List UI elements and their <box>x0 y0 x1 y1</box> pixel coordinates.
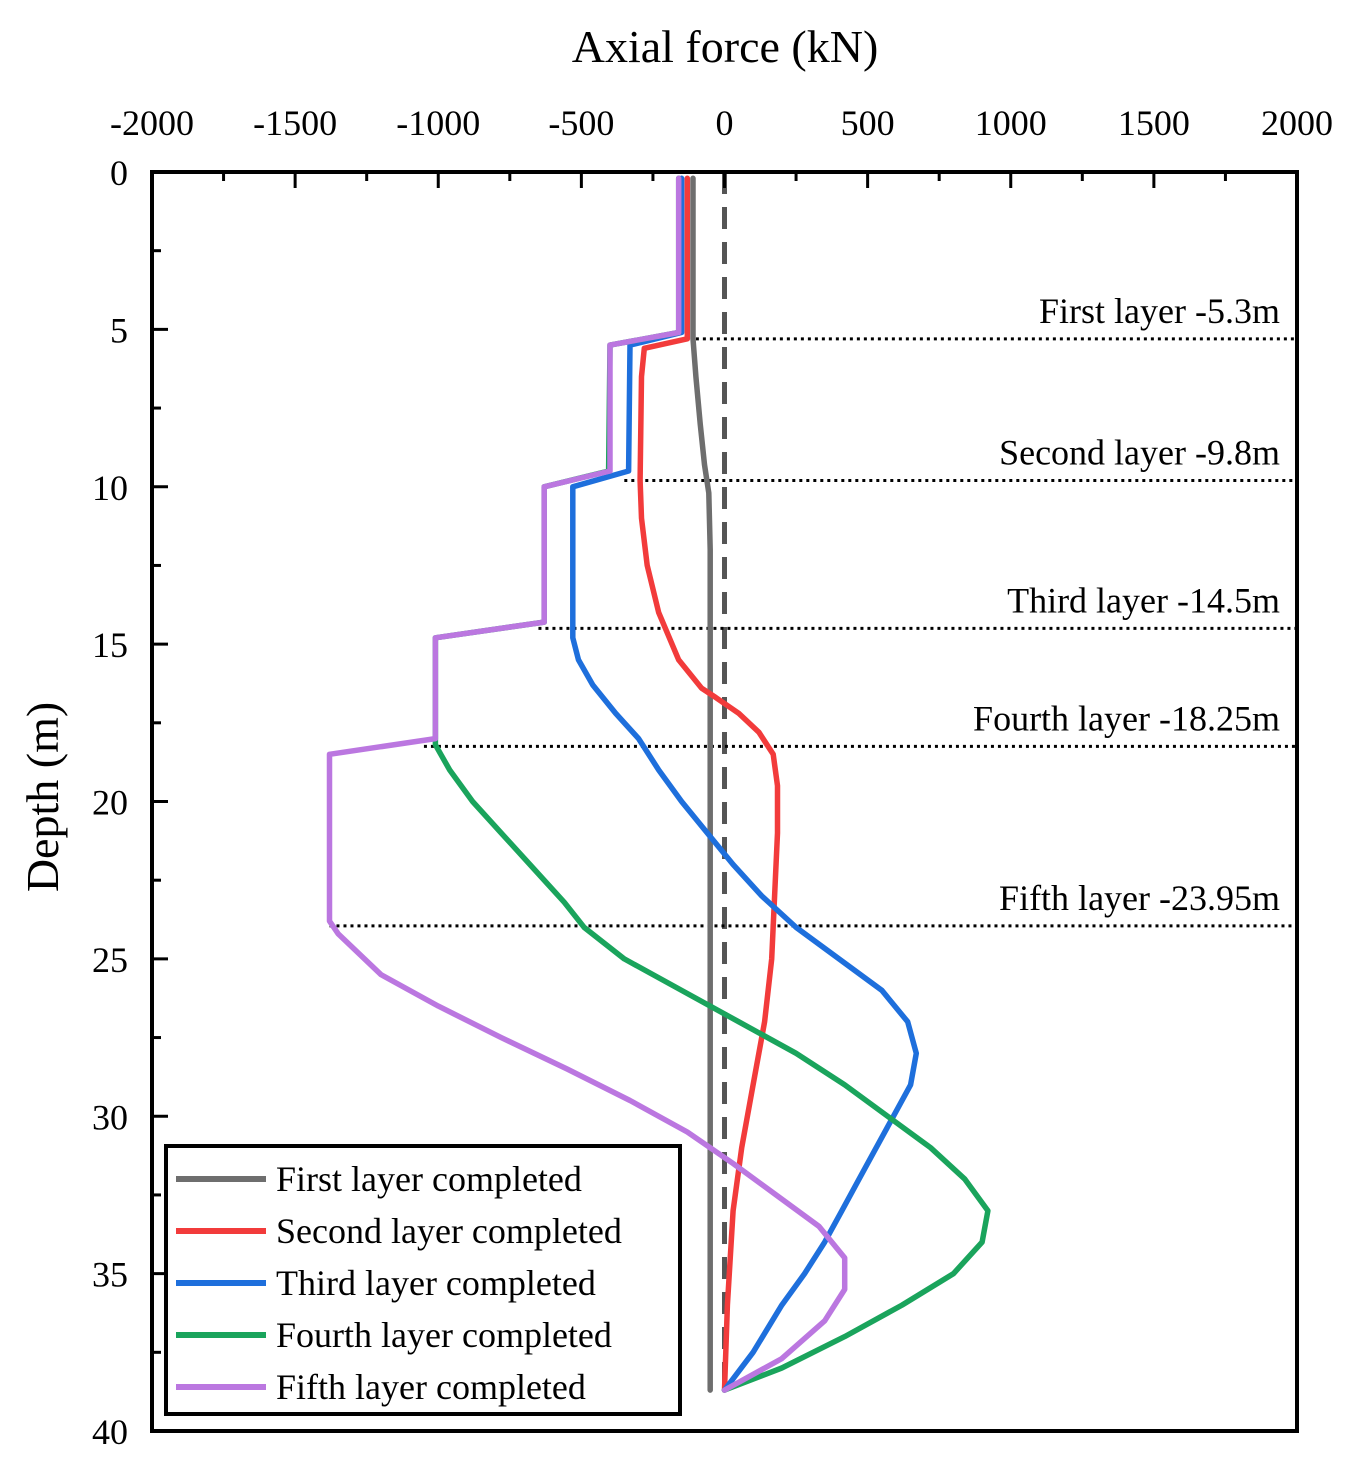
y-tick-label-8: 35 <box>92 1255 128 1295</box>
y-axis-title: Depth (m) <box>17 702 68 892</box>
series-line-2 <box>637 175 781 1393</box>
y-tick-label-9: 40 <box>92 1412 128 1452</box>
y-tick-label-3: 10 <box>92 468 128 508</box>
layer-annotation-label-5: Fifth layer -23.95m <box>999 878 1280 918</box>
y-tick-label-1: 0 <box>110 153 128 193</box>
legend-label-5: Fifth layer completed <box>276 1367 586 1407</box>
layer-annotation-label-1: First layer -5.3m <box>1039 291 1280 331</box>
legend-label-2: Second layer completed <box>276 1211 622 1251</box>
plot-area: First layer -5.3m Second layer -9.8m Third… <box>92 103 1333 1452</box>
y-tick-label-5: 20 <box>92 783 128 823</box>
x-tick-label-8: 1500 <box>1118 103 1190 143</box>
y-tick-label-4: 15 <box>92 625 128 665</box>
layer-annotation-label-3: Third layer -14.5m <box>1007 580 1280 620</box>
x-tick-label-4: -500 <box>548 103 614 143</box>
legend-label-4: Fourth layer completed <box>276 1315 612 1355</box>
y-tick-label-6: 25 <box>92 940 128 980</box>
x-tick-label-1: -2000 <box>110 103 194 143</box>
legend-label-1: First layer completed <box>276 1159 582 1199</box>
series-line-1 <box>690 175 713 1393</box>
x-tick-label-2: -1500 <box>253 103 337 143</box>
y-tick-label-2: 5 <box>110 310 128 350</box>
layer-annotation-label-2: Second layer -9.8m <box>999 432 1280 472</box>
x-tick-label-9: 2000 <box>1261 103 1333 143</box>
y-tick-label-7: 30 <box>92 1097 128 1137</box>
x-axis-title: Axial force (kN) <box>572 21 879 72</box>
legend: First layer completed Second layer comple… <box>164 1144 682 1416</box>
layer-annotation-label-4: Fourth layer -18.25m <box>973 698 1280 738</box>
series-line-3 <box>570 175 920 1393</box>
x-tick-label-3: -1000 <box>396 103 480 143</box>
series-line-5 <box>326 175 848 1393</box>
x-tick-label-5: 0 <box>716 103 734 143</box>
x-tick-label-7: 1000 <box>975 103 1047 143</box>
x-tick-label-6: 500 <box>841 103 895 143</box>
legend-label-3: Third layer completed <box>276 1263 596 1303</box>
